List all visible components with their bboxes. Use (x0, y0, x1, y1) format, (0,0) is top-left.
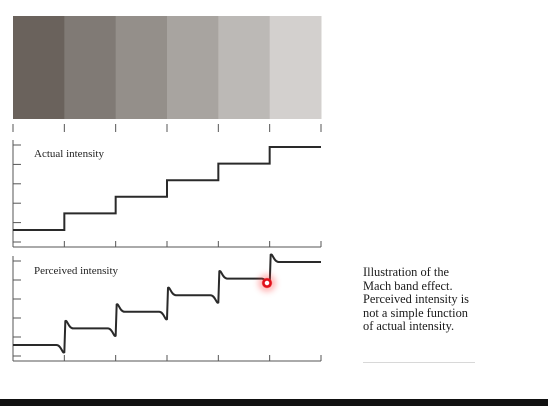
perceived-intensity-panel: Perceived intensity (12, 253, 322, 362)
intensity-band-2 (64, 16, 117, 119)
band-strip-ticks (12, 124, 322, 132)
intensity-band-strip (13, 16, 322, 119)
intensity-band-5 (218, 16, 271, 119)
figure-caption: Illustration of the Mach band effect. Pe… (363, 265, 469, 334)
intensity-band-1 (13, 16, 65, 119)
intensity-band-4 (167, 16, 219, 119)
actual-intensity-curve (13, 146, 321, 231)
caption-divider (363, 362, 475, 363)
bottom-bar (0, 399, 548, 406)
actual-intensity-axes (12, 140, 322, 248)
perceived-intensity-label: Perceived intensity (34, 265, 119, 277)
actual-intensity-label: Actual intensity (34, 148, 104, 160)
actual-intensity-panel: Actual intensity (12, 140, 322, 248)
pointer-cursor-indicator (261, 277, 273, 289)
intensity-band-6 (269, 16, 322, 119)
perceived-intensity-axes (12, 256, 322, 362)
intensity-band-3 (115, 16, 168, 119)
